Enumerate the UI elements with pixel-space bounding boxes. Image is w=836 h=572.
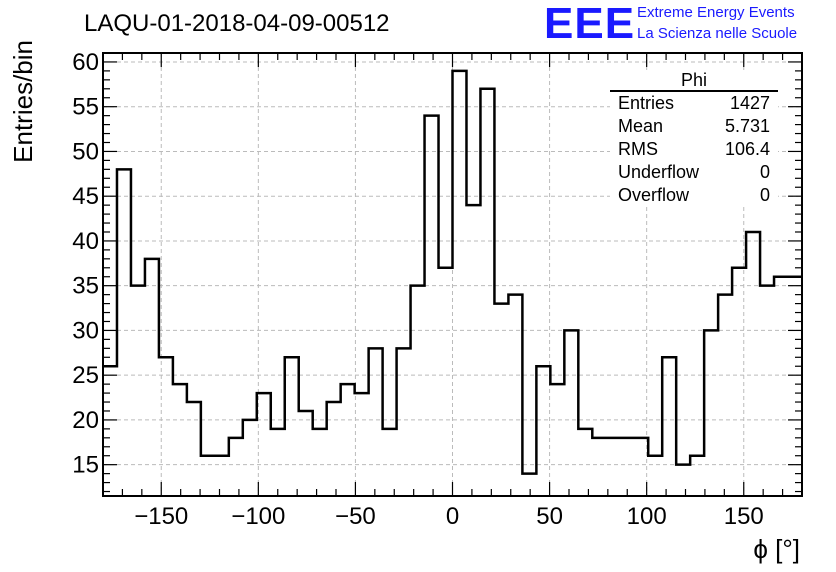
histogram-outline — [103, 69, 802, 475]
stats-label: Underflow — [618, 162, 700, 182]
stats-row-entries: Entries 1427 — [610, 92, 778, 115]
x-tick-label: 100 — [627, 503, 667, 530]
histogram-bin — [117, 169, 131, 496]
logo-line-1: Extreme Energy Events — [637, 4, 795, 21]
histogram-bin — [550, 384, 564, 496]
chart-title: LAQU-01-2018-04-09-00512 — [84, 10, 390, 37]
stats-label: RMS — [618, 139, 658, 159]
stats-value: 0 — [759, 162, 770, 182]
histogram-bin — [676, 465, 690, 496]
histogram-bin — [592, 438, 606, 496]
stats-row-underflow: Underflow 0 — [610, 161, 778, 184]
histogram-bin — [578, 429, 592, 496]
logo-line-2: La Scienza nelle Scuole — [637, 25, 798, 42]
y-tick-label: 30 — [72, 317, 99, 344]
histogram-bin — [453, 71, 467, 496]
histogram-bin — [229, 438, 243, 496]
stats-value: 106.4 — [724, 139, 770, 159]
histogram-bin — [620, 438, 634, 496]
stats-row-mean: Mean 5.731 — [610, 115, 778, 138]
y-tick-label: 25 — [72, 362, 99, 389]
x-axis-label: ϕ [°] — [753, 534, 800, 564]
y-tick-label: 20 — [72, 407, 99, 434]
y-axis-label: Entries/bin — [8, 40, 38, 163]
y-tick-label: 45 — [72, 183, 99, 210]
histogram-bin — [536, 366, 550, 496]
histogram-bin — [355, 393, 369, 496]
histogram-bin — [215, 456, 229, 496]
stats-value: 1427 — [729, 93, 770, 113]
stats-row-overflow: Overflow 0 — [610, 184, 778, 207]
histogram-bin — [159, 357, 173, 496]
histogram-bin — [732, 268, 746, 496]
histogram-bin — [439, 268, 453, 496]
histogram-bin — [173, 384, 187, 496]
stats-value: 5.731 — [724, 116, 770, 136]
stats-label: Mean — [618, 116, 664, 136]
x-tick-label: −100 — [231, 503, 285, 530]
y-tick-label: 35 — [72, 273, 99, 300]
histogram-bin — [411, 286, 425, 496]
histogram-bin — [383, 429, 397, 496]
stats-label: Overflow — [618, 185, 690, 205]
x-tick-label: −150 — [134, 503, 188, 530]
stats-box: Phi Entries 1427 Mean 5.731 RMS 106.4 Un… — [610, 70, 778, 207]
eee-logo: EEE — [544, 0, 636, 48]
histogram-bin — [257, 393, 271, 496]
histogram-bin — [187, 402, 201, 496]
x-tick-label: 50 — [536, 503, 563, 530]
histogram-bin — [634, 438, 648, 496]
histogram-bin — [299, 411, 313, 496]
histogram-bin — [648, 456, 662, 496]
stats-row-rms: RMS 106.4 — [610, 138, 778, 161]
histogram-bin — [690, 456, 704, 496]
histogram-bin — [522, 474, 536, 496]
histogram-bin — [145, 259, 159, 496]
y-tick-label: 55 — [72, 94, 99, 121]
stats-title: Phi — [610, 70, 778, 92]
histogram-bin — [103, 366, 117, 496]
histogram-bin — [271, 429, 285, 496]
histogram-bin — [662, 357, 676, 496]
histogram-bin — [564, 330, 578, 496]
histogram-bin — [704, 330, 718, 496]
histogram-bin — [508, 295, 522, 496]
histogram-bin — [606, 438, 620, 496]
histogram-bin — [746, 232, 760, 496]
histogram-bin — [718, 295, 732, 496]
histogram-bin — [425, 116, 439, 496]
histogram-bin — [774, 277, 788, 496]
y-tick-label: 60 — [72, 49, 99, 76]
x-tick-label: 150 — [724, 503, 764, 530]
x-tick-label: −50 — [335, 503, 376, 530]
histogram-bin — [201, 456, 215, 496]
histogram-bin — [480, 89, 494, 496]
histogram-bin — [131, 286, 145, 496]
histogram-bin — [341, 384, 355, 496]
histogram-bin — [285, 357, 299, 496]
histogram-bin — [788, 277, 802, 496]
stats-value: 0 — [759, 185, 770, 205]
histogram-bin — [327, 402, 341, 496]
histogram-bin — [494, 304, 508, 496]
histogram-bin — [466, 205, 480, 496]
y-tick-label: 15 — [72, 452, 99, 479]
histogram-bin — [369, 348, 383, 496]
histogram-bin — [397, 348, 411, 496]
histogram-bin — [243, 420, 257, 496]
y-tick-label: 40 — [72, 228, 99, 255]
x-tick-label: 0 — [446, 503, 459, 530]
histogram-bin — [313, 429, 327, 496]
histogram-bin — [760, 286, 774, 496]
stats-label: Entries — [618, 93, 675, 113]
y-tick-label: 50 — [72, 138, 99, 165]
